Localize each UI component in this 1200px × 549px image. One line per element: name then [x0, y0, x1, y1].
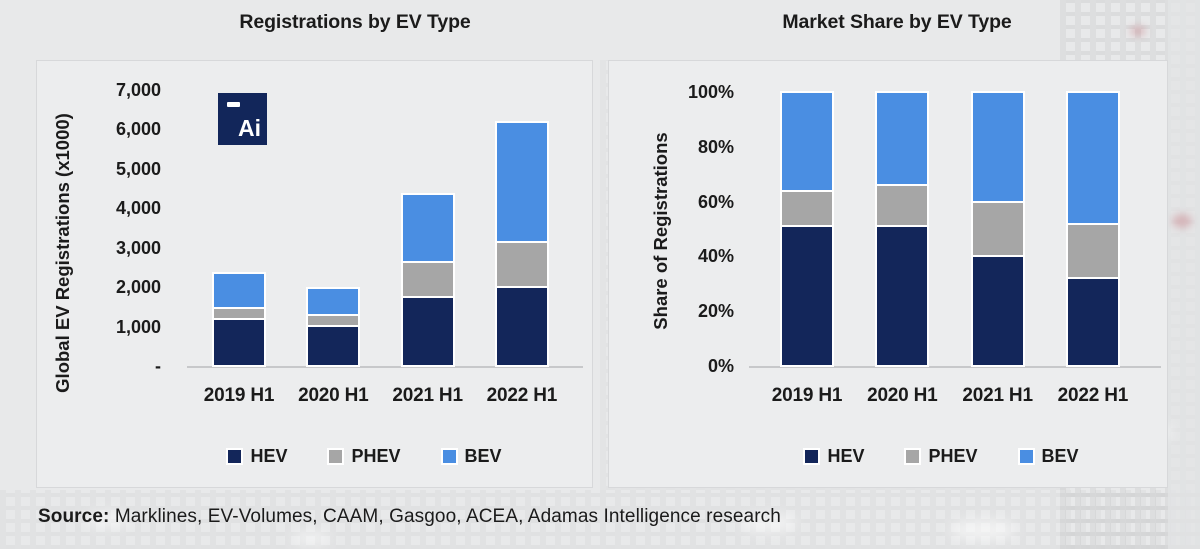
- bar-2020-h1-hev-segment: [876, 226, 929, 366]
- y-tick-60: 60%: [697, 191, 734, 212]
- bar-2022-h1-hev-segment: [1066, 278, 1119, 366]
- bar-2020-h1-phev-segment: [307, 314, 360, 327]
- bar-2021-h1: [971, 92, 1024, 366]
- y-tick-20: 20%: [697, 301, 734, 322]
- bar-2022-h1: [495, 121, 548, 367]
- x-label-2019-h1: 2019 H1: [203, 385, 275, 406]
- y-tick-100: 100%: [687, 82, 734, 102]
- bar-2021-h1-hev-segment: [401, 296, 454, 366]
- bev-legend-swatch-icon: [440, 448, 458, 465]
- bev-legend-swatch-icon: [1017, 448, 1035, 465]
- phev-legend-swatch-icon: [904, 448, 922, 465]
- bar-2021-h1-phev-segment: [971, 201, 1024, 257]
- legend-label-phev: PHEV: [351, 446, 401, 466]
- bar-2020-h1-phev-segment: [876, 185, 929, 227]
- market-share-plot-area: 100% 80% 60% 40% 20% 0% 2019 H1 2020 H1 2021 H1 2…: [609, 61, 1167, 487]
- bar-2019-h1-bev-segment: [213, 272, 265, 308]
- bg-red-glow: [1172, 214, 1192, 228]
- bar-2020-h1-hev-segment: [307, 326, 360, 366]
- bar-2021-h1-bev-segment: [401, 193, 454, 262]
- bar-2019-h1: [213, 272, 265, 366]
- registrations-legend: HEV PHEV BEV: [147, 446, 581, 467]
- bar-2020-h1-bev-segment: [876, 92, 929, 186]
- phev-legend-swatch-icon: [327, 448, 345, 465]
- logo-dash-icon: [227, 102, 240, 107]
- source-text: Marklines, EV-Volumes, CAAM, Gasgoo, ACE…: [109, 506, 781, 527]
- registrations-plot-area: 7,000 6,000 5,000 4,000 3,000 2,000 1,000 - 2019…: [37, 61, 592, 487]
- bar-2019-h1-hev-segment: [781, 226, 833, 366]
- bar-2021-h1-hev-segment: [971, 256, 1024, 366]
- legend-label-hev: HEV: [827, 446, 865, 466]
- legend-item-bev: BEV: [1017, 446, 1079, 467]
- bar-2021-h1-phev-segment: [401, 261, 454, 297]
- y-tick-2-000: 2,000: [115, 277, 161, 298]
- y-tick-80: 80%: [697, 136, 734, 157]
- source-note: Source: Marklines, EV-Volumes, CAAM, Gas…: [38, 506, 781, 528]
- background-edge-strip: [1168, 0, 1200, 549]
- bar-2022-h1-bev-segment: [495, 121, 548, 242]
- legend-item-hev: HEV: [226, 446, 287, 467]
- y-tick-0: 0%: [707, 356, 734, 376]
- legend-item-phev: PHEV: [904, 446, 978, 467]
- bar-2019-h1-phev-segment: [781, 190, 833, 227]
- x-label-2021-h1: 2021 H1: [962, 385, 1033, 406]
- legend-item-phev: PHEV: [327, 446, 401, 467]
- legend-label-hev: HEV: [250, 446, 288, 466]
- y-tick-6-000: 6,000: [115, 119, 161, 140]
- bar-2020-h1: [876, 92, 929, 366]
- adamas-intelligence-logo: Ai: [218, 93, 267, 145]
- y-tick-7-000: 7,000: [115, 80, 161, 100]
- x-label-2019-h1: 2019 H1: [771, 385, 843, 406]
- market-share-chart-panel: Share of Registrations 100% 80% 60% 40% 20% 0…: [608, 60, 1168, 488]
- legend-label-phev: PHEV: [928, 446, 978, 466]
- y-tick-4-000: 4,000: [115, 198, 161, 219]
- bar-2022-h1-hev-segment: [495, 287, 548, 366]
- bg-light-blob: [292, 532, 330, 544]
- y-tick-3-000: 3,000: [115, 237, 161, 258]
- x-label-2022-h1: 2022 H1: [1057, 385, 1129, 406]
- bg-light-blob: [950, 520, 1016, 540]
- logo-text: Ai: [238, 115, 261, 141]
- bar-2022-h1-phev-segment: [495, 241, 548, 288]
- legend-item-hev: HEV: [803, 446, 864, 467]
- bar-2019-h1: [781, 92, 833, 366]
- bar-2020-h1: [307, 287, 360, 366]
- legend-label-bev: BEV: [464, 446, 502, 466]
- bar-2019-h1-bev-segment: [781, 92, 833, 191]
- bar-2021-h1-bev-segment: [971, 92, 1024, 202]
- bar-2022-h1-bev-segment: [1066, 92, 1119, 224]
- x-axis-line: [187, 366, 583, 368]
- hev-legend-swatch-icon: [803, 448, 821, 465]
- y-tick-1-000: 1,000: [115, 316, 161, 337]
- legend-label-bev: BEV: [1041, 446, 1079, 466]
- registrations-chart-panel: Global EV Registrations (x1000) 7,000 6,0…: [36, 60, 593, 488]
- hev-legend-swatch-icon: [226, 448, 244, 465]
- market-share-chart-title: Market Share by EV Type: [782, 11, 1012, 33]
- x-label-2020-h1: 2020 H1: [298, 385, 369, 406]
- y-tick-5-000: 5,000: [115, 158, 161, 179]
- y-tick-dash: -: [155, 356, 161, 376]
- x-label-2021-h1: 2021 H1: [392, 385, 463, 406]
- bar-2020-h1-bev-segment: [307, 287, 360, 315]
- x-label-2022-h1: 2022 H1: [486, 385, 558, 406]
- bar-2022-h1: [1066, 92, 1119, 366]
- x-axis-line: [749, 366, 1161, 368]
- y-tick-40: 40%: [697, 246, 734, 267]
- source-label: Source:: [38, 506, 110, 527]
- bar-2021-h1: [401, 193, 454, 366]
- legend-item-bev: BEV: [440, 446, 502, 467]
- bar-2019-h1-hev-segment: [213, 318, 265, 366]
- x-label-2020-h1: 2020 H1: [867, 385, 938, 406]
- bar-2022-h1-phev-segment: [1066, 223, 1119, 279]
- bar-2019-h1-phev-segment: [213, 307, 265, 319]
- registrations-chart-title: Registrations by EV Type: [239, 11, 471, 33]
- market-share-legend: HEV PHEV BEV: [724, 446, 1158, 467]
